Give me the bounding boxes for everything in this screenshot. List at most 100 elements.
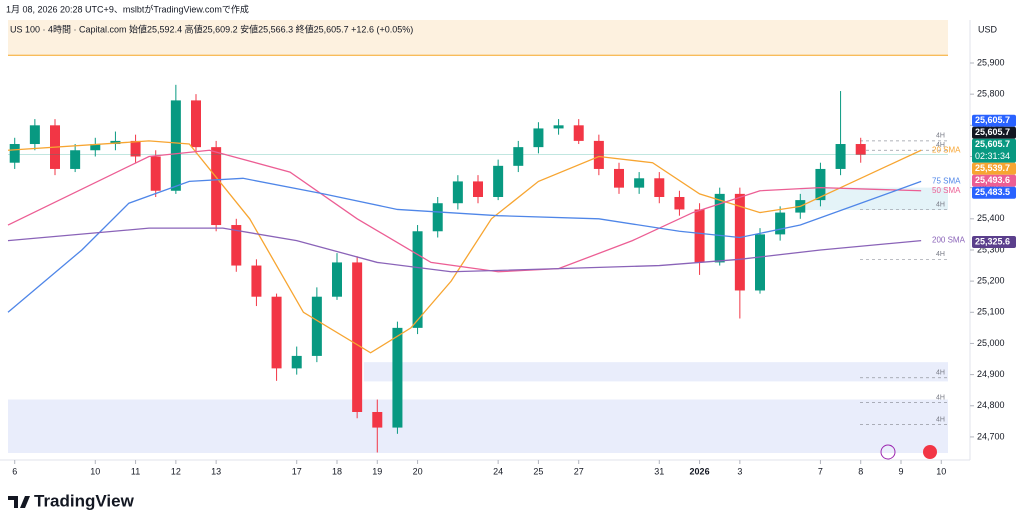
x-tick-label: 20 [413,466,423,476]
sma-label: 75 SMA [932,177,961,186]
x-tick-label: 8 [858,466,863,476]
price-tag [972,126,1016,139]
candle-body [29,125,40,145]
x-tick-label: 11 [131,466,140,476]
sma-line [7,140,922,354]
x-tick-label: 9 [898,466,903,476]
candle-body [775,212,786,235]
currency: USD [978,24,998,34]
level-label: 4H [936,416,945,423]
x-tick-label: 6 [12,466,17,476]
candle-body [815,168,826,201]
x-tick-label: 13 [211,466,221,476]
price-tag-label: 25,493.6 [975,175,1010,185]
price-tag [972,186,1016,199]
plot: 25,90025,80025,70025,60025,50025,40025,3… [7,20,1005,476]
candle-body [593,140,604,169]
y-tick-label: 25,300 [977,244,1005,254]
candle-body [231,225,242,266]
x-tick-label: 10 [90,466,100,476]
candle-body [412,231,423,328]
y-tick-label: 25,800 [977,89,1005,99]
x-tick-label: 24 [493,466,503,476]
candle-body [332,262,342,297]
candle-body [694,209,705,263]
sma-line [7,149,922,273]
event-icon[interactable] [880,444,896,460]
candle-body [755,234,765,291]
x-tick-label: 2026 [690,466,710,476]
candle-body [674,196,685,210]
candle-body [191,100,201,148]
price-tag-label: 25,605.7 [975,115,1010,125]
candle-body [311,296,322,356]
y-tick-label: 25,900 [977,57,1005,67]
candle-body [110,140,121,145]
candle-body [573,125,584,141]
level-label: 4H [936,394,945,401]
candle-body [130,140,141,157]
candle-body [634,178,645,188]
price-tag-label: 25,325.6 [975,236,1010,246]
level-label: 4H [936,142,945,149]
zone [363,362,948,381]
price-tag-label: 25,539.7 [975,163,1010,173]
candle-body [150,156,161,191]
x-tick-label: 7 [818,466,823,476]
candle-body [513,147,524,166]
zone [8,20,948,56]
price-tag [972,138,1016,163]
candle-body [170,100,181,191]
level-label: 4H [936,251,945,258]
y-tick-label: 24,900 [977,369,1005,379]
zone [8,399,948,453]
x-tick-label: 31 [654,466,664,476]
candle-body [271,296,282,369]
level-label: 4H [936,201,945,208]
candle-body [734,193,745,291]
y-tick-label: 24,700 [977,431,1005,441]
candle-body [251,265,262,297]
x-tick-label: 12 [171,466,181,476]
y-tick-label: 24,800 [977,400,1005,410]
candle-body [714,193,725,263]
price-tag [972,235,1016,248]
sma-line [7,227,922,273]
brand: TradingView [34,491,135,510]
x-tick-label: 3 [737,466,742,476]
price-tag-label: 25,605.7 [975,127,1010,137]
price-tag [972,174,1016,187]
sma-label: 200 SMA [932,236,966,245]
y-tick-label: 25,400 [977,213,1005,223]
sma-label: 50 SMA [932,186,961,195]
candle-body [614,168,624,188]
candle-body [352,262,363,412]
chart-title: 1月 08, 2026 20:28 UTC+9、mslbtがTradingVie… [6,3,249,14]
candle-body [372,411,383,428]
sma-label: 20 SMA [932,145,961,154]
candle-body [553,125,564,129]
sma-line [7,177,922,313]
x-tick-label: 25 [533,466,543,476]
candle-body [533,128,544,148]
brand-logo [8,496,30,508]
countdown: 02:31:34 [975,151,1010,161]
candle-body [432,203,443,232]
candle-body [211,147,222,226]
level-label: 4H [936,370,945,377]
level-label: 4H [936,133,945,140]
x-tick-label: 27 [574,466,584,476]
x-tick-label: 17 [292,466,302,476]
candle-body [493,165,504,197]
candle-body [654,178,665,197]
y-tick-label: 25,000 [977,338,1005,348]
x-tick-label: 19 [372,466,382,476]
flag-icon[interactable] [923,445,937,459]
candle-body [9,144,20,163]
chart-subtitle: US 100 · 4時間 · Capital.com 始値25,592.4 高値… [10,23,413,34]
candle-body [392,327,403,428]
price-tag [972,114,1016,127]
candle-body [291,355,302,369]
price-tag-label: 25,483.5 [975,187,1010,197]
